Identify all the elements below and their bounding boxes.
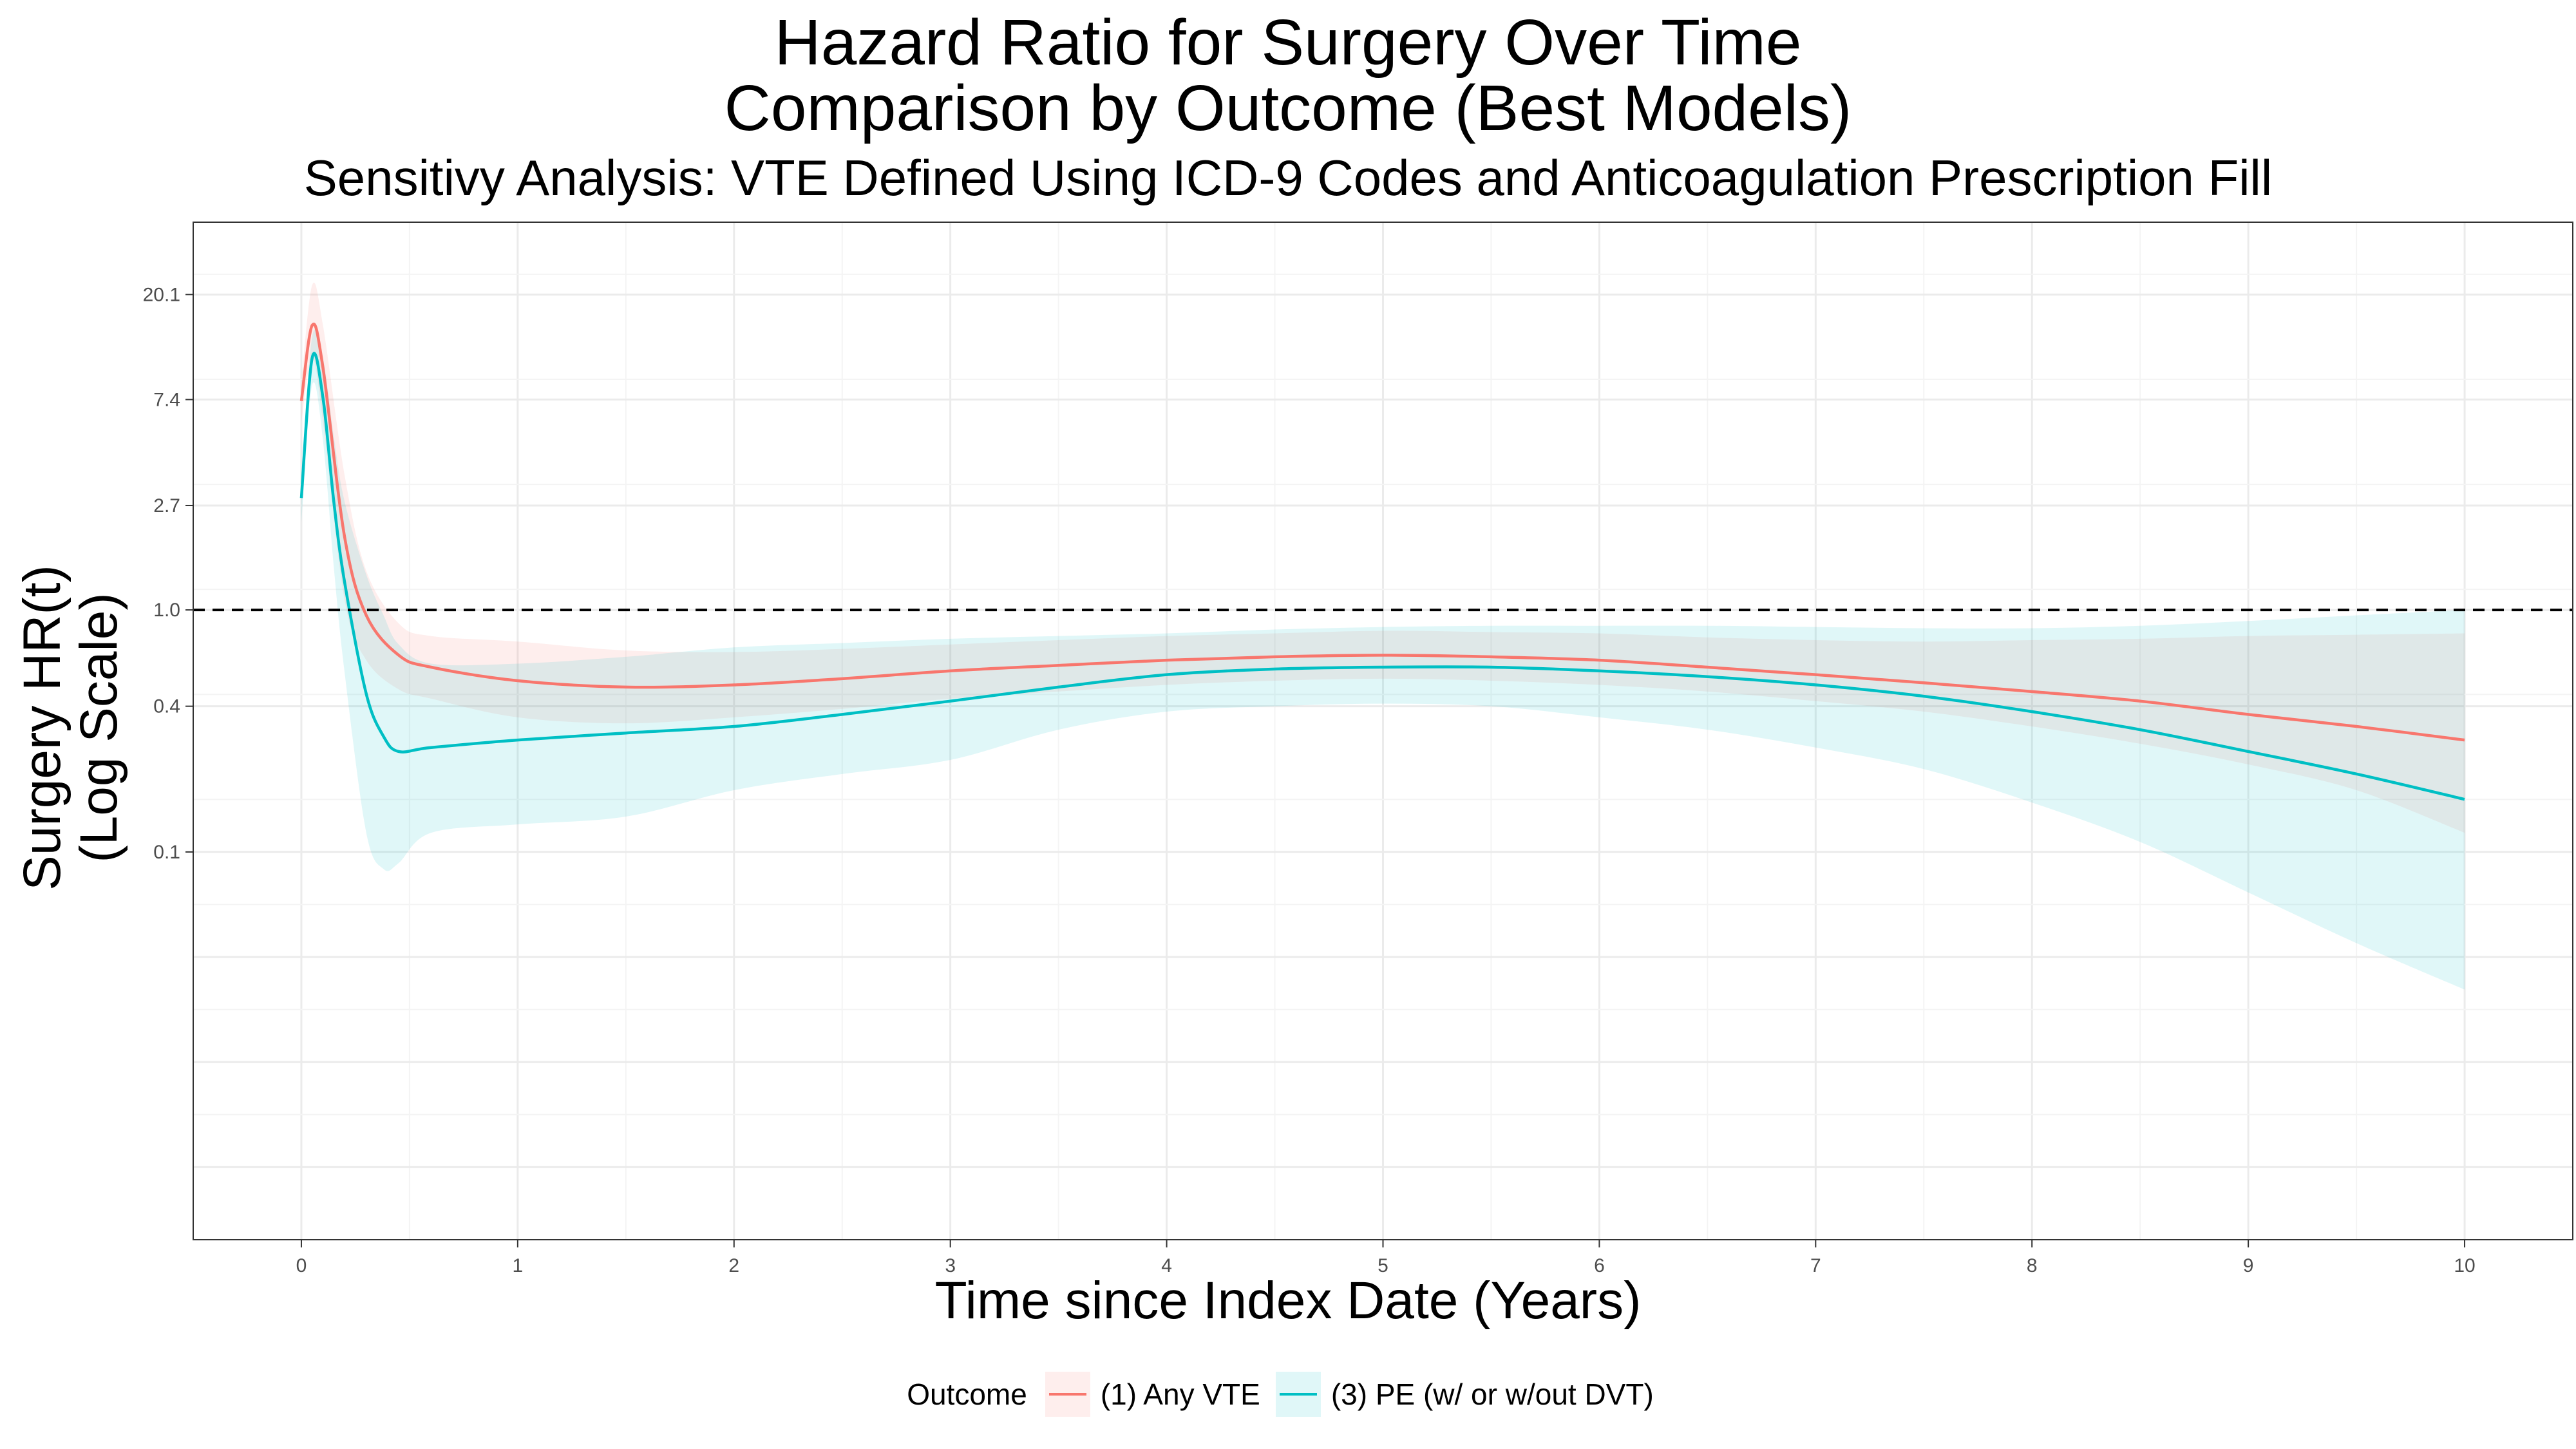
y-tick-label: 2.7 (153, 495, 180, 516)
legend-key-pe (1275, 1372, 1321, 1417)
y-tick-label: 7.4 (153, 389, 180, 410)
x-tick-label: 3 (945, 1255, 956, 1276)
chart-title-line-1: Hazard Ratio for Surgery Over Time (774, 6, 1802, 79)
y-tick-label: 0.4 (153, 696, 180, 717)
x-tick-label: 4 (1161, 1255, 1172, 1276)
chart-subtitle: Sensitivy Analysis: VTE Defined Using IC… (303, 149, 2273, 206)
legend-title: Outcome (907, 1378, 1027, 1411)
legend: Outcome (1) Any VTE (3) PE (w/ or w/out … (0, 1372, 2576, 1417)
confidence-band-series-2 (301, 329, 2465, 990)
x-tick-label: 8 (2027, 1255, 2038, 1276)
chart-title-line-2: Comparison by Outcome (Best Models) (724, 72, 1852, 144)
y-axis-label-line-2: (Log Scale) (70, 592, 128, 863)
y-tick-label: 0.1 (153, 842, 180, 863)
legend-item-pe: (3) PE (w/ or w/out DVT) (1275, 1372, 1654, 1417)
x-tick-label: 7 (1810, 1255, 1821, 1276)
x-tick-label: 9 (2243, 1255, 2254, 1276)
y-axis-label: Surgery HR(t) (Log Scale) (6, 535, 135, 921)
x-tick-label: 2 (728, 1255, 739, 1276)
x-tick-label: 0 (296, 1255, 307, 1276)
x-tick-label: 6 (1594, 1255, 1605, 1276)
x-tick-label: 5 (1378, 1255, 1388, 1276)
x-tick-label: 10 (2454, 1255, 2475, 1276)
legend-key-any-vte (1045, 1372, 1090, 1417)
y-axis-label-line-1: Surgery HR(t) (13, 565, 71, 891)
legend-label-pe: (3) PE (w/ or w/out DVT) (1331, 1378, 1654, 1411)
legend-label-any-vte: (1) Any VTE (1100, 1378, 1260, 1411)
legend-item-any-vte: (1) Any VTE (1045, 1372, 1260, 1417)
grid-layer (193, 222, 2573, 1240)
series-line-2 (299, 352, 2465, 801)
y-tick-label: 1.0 (153, 600, 180, 621)
series-lines (299, 323, 2465, 801)
y-tick-label: 20.1 (143, 284, 180, 305)
series-line-1 (299, 323, 2465, 742)
axis-ticks: 0 1 2 3 4 5 6 7 8 9 10 0.1 0.4 1.0 2.7 7.4 20.1 (143, 284, 2476, 1276)
x-axis-label: Time since Index Date (Years) (934, 1271, 1642, 1330)
x-tick-label: 1 (513, 1255, 524, 1276)
